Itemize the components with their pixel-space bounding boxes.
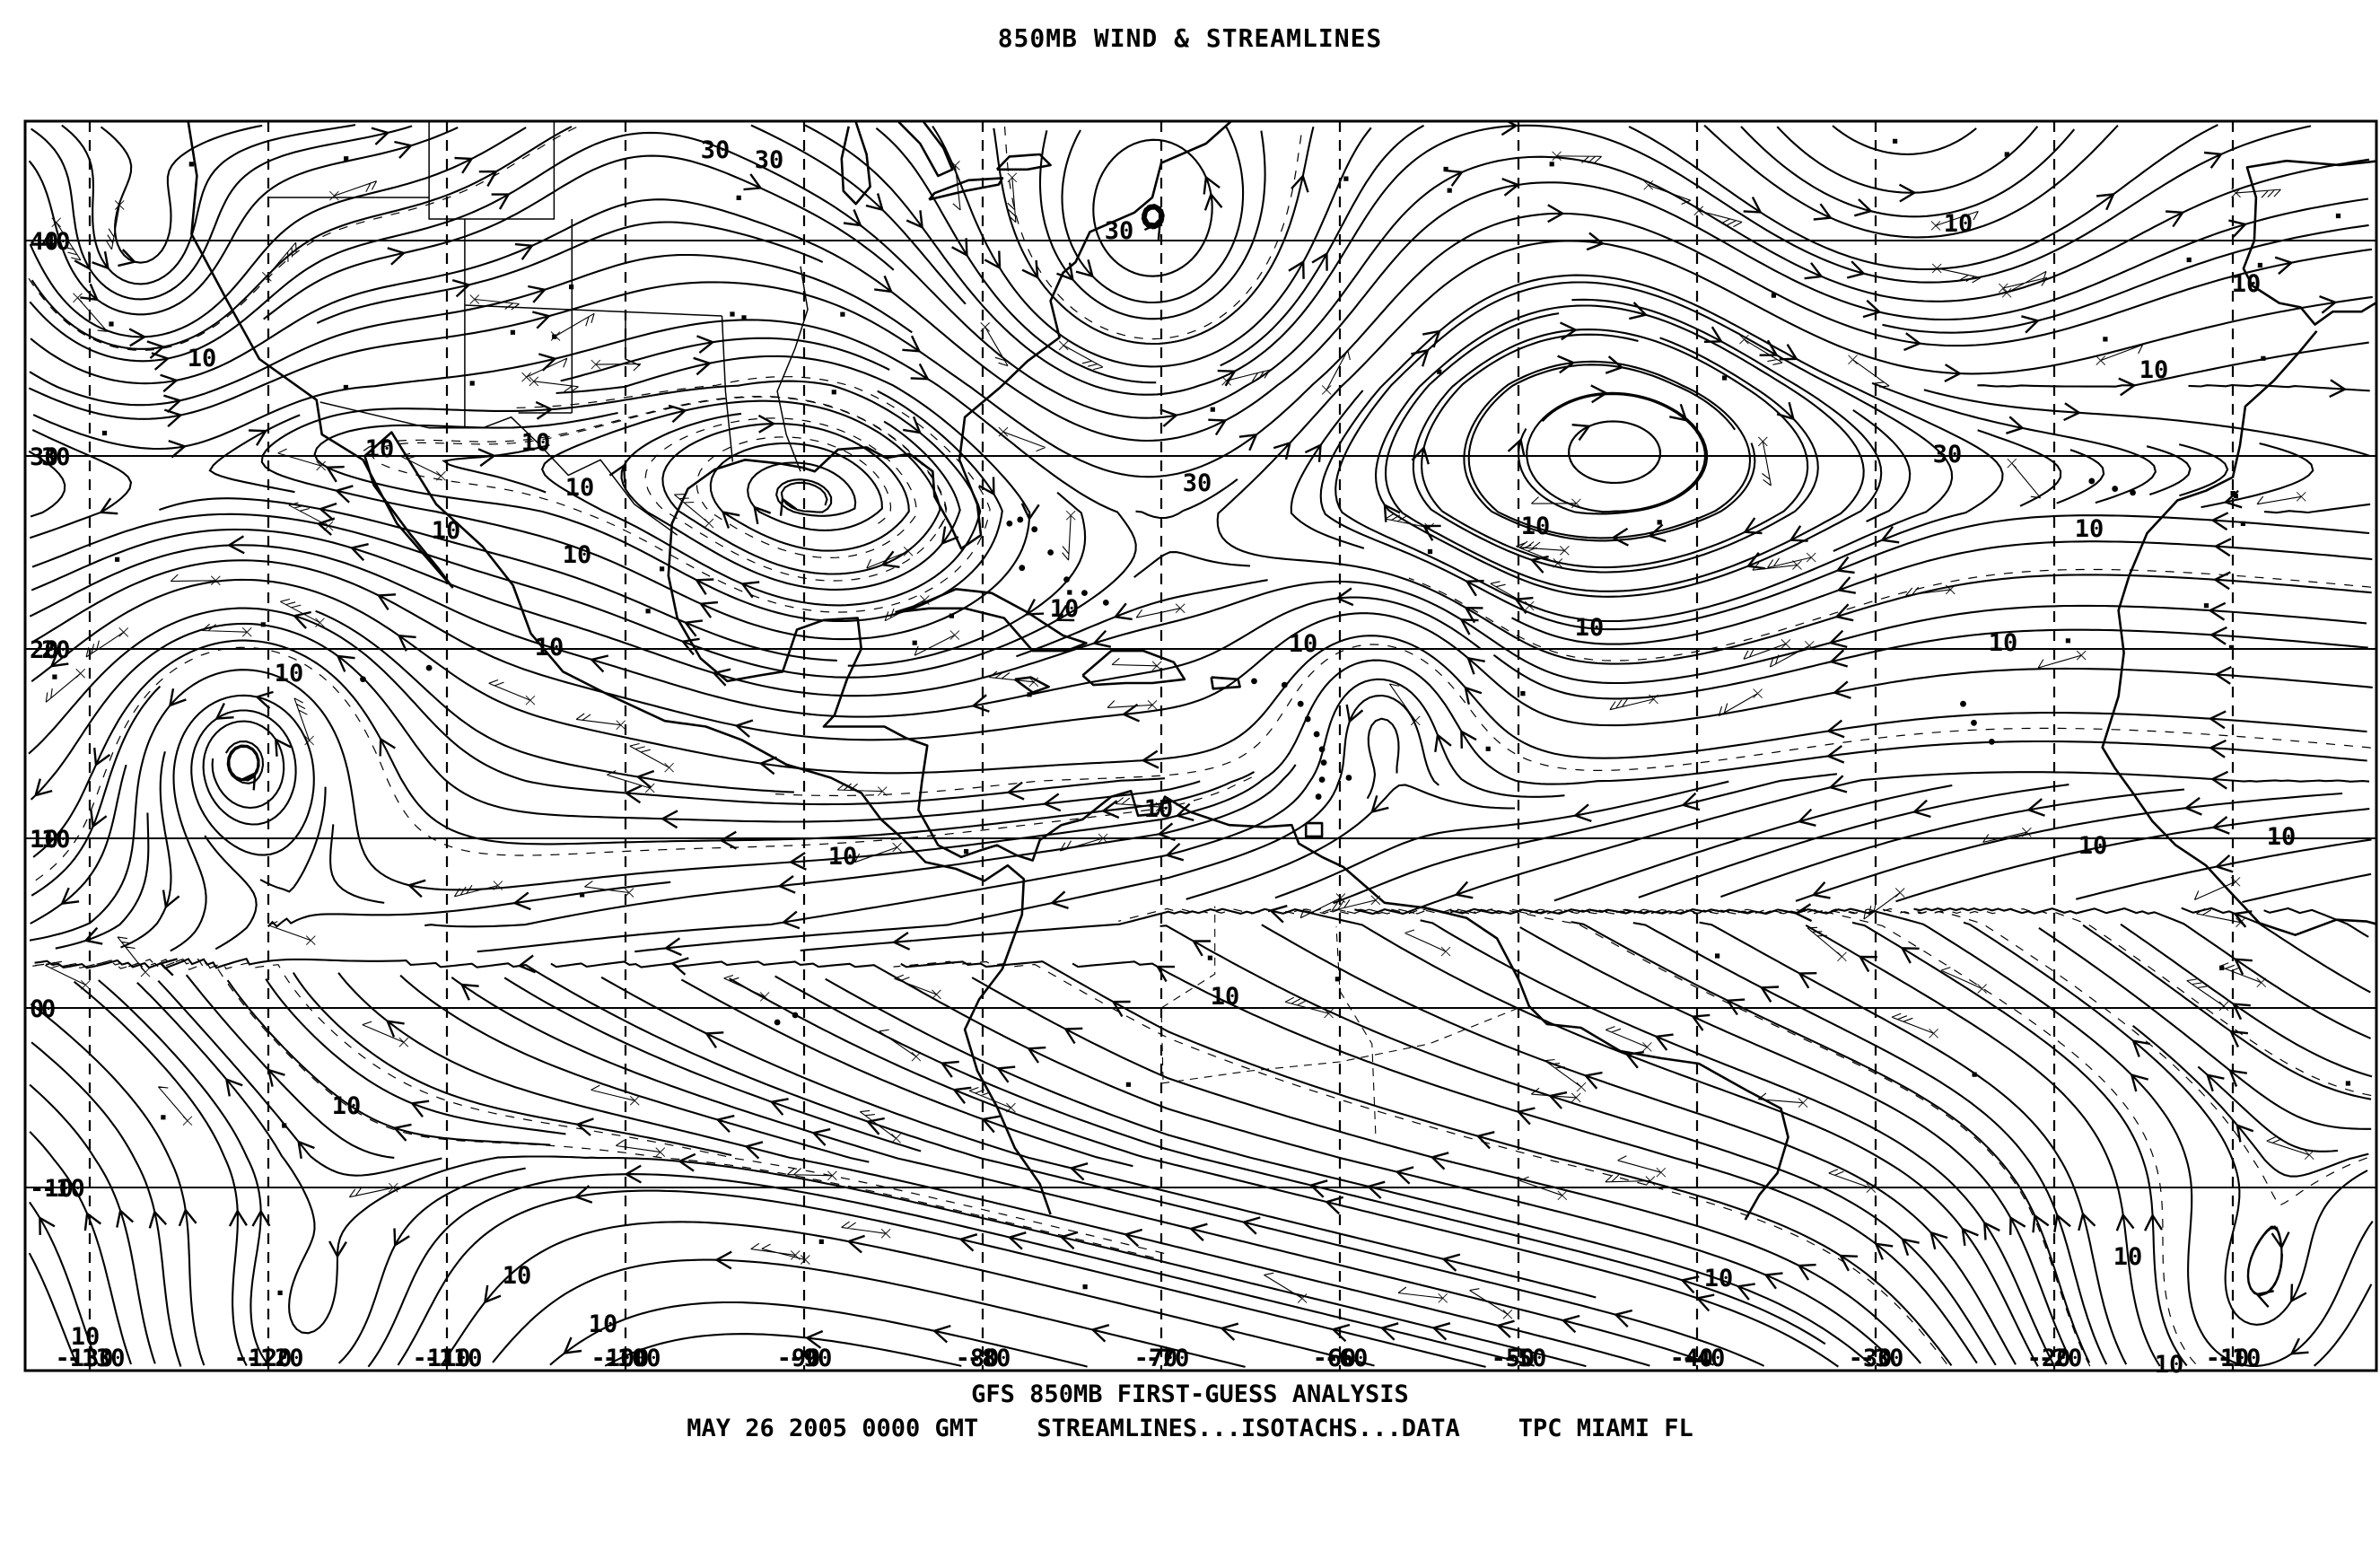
isotach-label: 10: [2267, 823, 2297, 851]
isotach-label: 10: [521, 429, 551, 457]
lat-label: 0: [41, 995, 56, 1023]
isotach-label: 10: [1050, 595, 1080, 623]
lat-label: 20: [41, 636, 71, 664]
lon-label: -100: [602, 1345, 661, 1372]
lon-label: -40: [1682, 1345, 1726, 1372]
lon-label: -60: [1313, 1345, 1357, 1372]
isotach-label: 10: [589, 1310, 618, 1338]
lat-label: 40: [30, 228, 59, 256]
lon-label: -120: [245, 1345, 303, 1372]
isotach-label: 10: [828, 843, 858, 871]
isotach-label: 10: [1521, 513, 1551, 540]
lon-label: -30: [1849, 1345, 1893, 1372]
isotach-label: 10: [1289, 630, 1318, 658]
lat-label: 30: [41, 443, 71, 471]
lon-label: -110: [412, 1345, 470, 1372]
isotach-label: 10: [2078, 832, 2108, 860]
isotach-label: 30: [755, 146, 784, 174]
lon-label: -20: [2039, 1345, 2083, 1372]
isotach-label: 10: [332, 1092, 362, 1120]
lon-label: -90: [789, 1345, 833, 1372]
datetime-caption: MAY 26 2005 0000 GMT STREAMLINES...ISOTA…: [687, 1415, 1693, 1442]
isotach-label: 10: [1704, 1265, 1734, 1292]
wind-observations: [45, 138, 2350, 1319]
isotach-label: 10: [2113, 1243, 2143, 1271]
isotach-label: 10: [1575, 614, 1605, 642]
lon-label: -80: [967, 1345, 1011, 1372]
isotach-label: 10: [563, 541, 592, 569]
isotach-label: 30: [1183, 469, 1212, 497]
lon-label: -40: [1670, 1345, 1714, 1372]
lon-label: -20: [2027, 1345, 2071, 1372]
isotach-label: 10: [2155, 1351, 2184, 1379]
lon-label: -100: [591, 1345, 649, 1372]
map-frame: [23, 119, 2378, 1372]
lat-label: 10: [41, 826, 71, 854]
lon-label: -80: [956, 1345, 1000, 1372]
isotach-label: 30: [1105, 217, 1134, 245]
isotach-label: 10: [565, 474, 595, 502]
isotach-label: 30: [701, 136, 731, 164]
lon-label: -10: [2218, 1345, 2262, 1372]
isotach-label: 10: [2139, 356, 2169, 384]
isotach-label: 10: [535, 634, 564, 662]
isotach-label: 10: [2075, 515, 2104, 543]
lon-label: -60: [1325, 1345, 1369, 1372]
isotach-label: 30: [1933, 441, 1963, 469]
isotach-label: 10: [1944, 210, 1973, 238]
lat-label: 0: [30, 995, 44, 1023]
chart-title: 850MB WIND & STREAMLINES: [997, 23, 1383, 53]
lat-label: 30: [30, 443, 59, 471]
lat-label: 20: [30, 636, 59, 664]
isotach-label: 10: [71, 1323, 101, 1351]
lon-label: -120: [233, 1345, 292, 1372]
lon-label: -130: [66, 1345, 125, 1372]
analysis-caption: GFS 850MB FIRST-GUESS ANALYSIS: [971, 1380, 1409, 1408]
lon-label: -110: [424, 1345, 482, 1372]
isotach-label: 10: [1211, 983, 1240, 1011]
lon-label: -70: [1146, 1345, 1190, 1372]
streamlines: [28, 121, 2374, 1368]
lat-label: -10: [41, 1175, 85, 1203]
lat-label: 10: [30, 826, 59, 854]
isotach-label: 10: [188, 345, 217, 372]
lon-label: -30: [1860, 1345, 1904, 1372]
lon-label: -70: [1134, 1345, 1178, 1372]
lon-label: -130: [55, 1345, 113, 1372]
coastlines: [187, 121, 2376, 1221]
isotach-label: 10: [503, 1262, 532, 1290]
lon-label: -10: [2206, 1345, 2250, 1372]
isotach-label: 10: [275, 660, 304, 688]
lon-label: -50: [1503, 1345, 1547, 1372]
isotach-label: 10: [365, 435, 395, 463]
isotach-label: 10: [432, 517, 461, 545]
lat-label: -10: [30, 1175, 74, 1203]
isotach-label: 10: [1144, 795, 1174, 823]
isotach-label: 10: [2232, 270, 2262, 298]
lon-label: -50: [1492, 1345, 1536, 1372]
lon-label: -90: [777, 1345, 821, 1372]
isotach-label: 10: [1989, 629, 2018, 657]
lat-label: 40: [41, 228, 71, 256]
